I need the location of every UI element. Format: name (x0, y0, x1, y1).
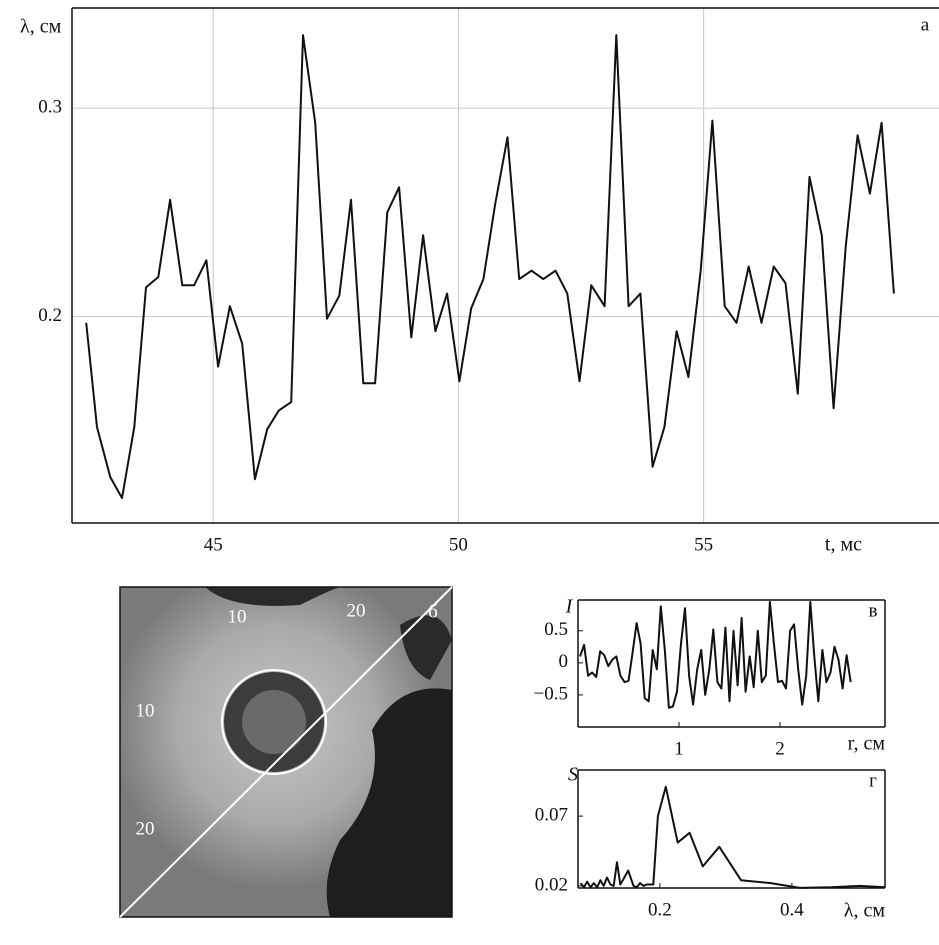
y-tick-label: 0.3 (38, 96, 62, 117)
x-tick-label: 2 (775, 738, 785, 759)
image-tick-label: 20 (136, 818, 155, 839)
panel-label: г (869, 770, 877, 791)
image-panel: 10 20 б 10 20 (119, 586, 453, 918)
y-axis-label: I (565, 596, 574, 618)
x-tick-label: 45 (204, 534, 223, 555)
data-line (579, 785, 886, 889)
circle-marker (221, 669, 327, 775)
x-tick-label: 55 (694, 534, 713, 555)
y-tick-label: 0.02 (535, 874, 568, 895)
image-tick-label: 20 (347, 600, 366, 621)
panel-label: а (921, 14, 930, 35)
panel-label: б (428, 601, 438, 622)
x-axis-label: t, мс (825, 534, 862, 556)
y-tick-label: 0 (559, 651, 569, 672)
dark-region (400, 615, 452, 680)
y-tick-label: −0.5 (534, 683, 568, 704)
x-tick-label: 0.4 (780, 899, 804, 920)
panel-label: в (869, 600, 878, 621)
y-axis-label: λ, см (20, 16, 62, 38)
dark-region (205, 587, 340, 606)
image-tick-label: 10 (228, 606, 247, 627)
y-tick-label: 0.07 (535, 804, 568, 825)
diagonal-line (119, 586, 453, 918)
x-axis-label: r, см (848, 733, 886, 755)
bright-spot (242, 690, 306, 754)
x-tick-label: 0.2 (648, 899, 672, 920)
y-tick-label: 0.5 (544, 619, 568, 640)
dark-region (326, 688, 452, 917)
x-axis-label: λ, см (844, 900, 886, 922)
data-line (579, 600, 852, 709)
image-tick-label: 10 (136, 700, 155, 721)
y-tick-label: 0.2 (38, 305, 62, 326)
data-line (85, 34, 895, 499)
y-axis-label: S (568, 764, 578, 786)
image-frame (119, 586, 453, 918)
x-tick-label: 1 (674, 738, 684, 759)
x-tick-label: 50 (449, 534, 468, 555)
